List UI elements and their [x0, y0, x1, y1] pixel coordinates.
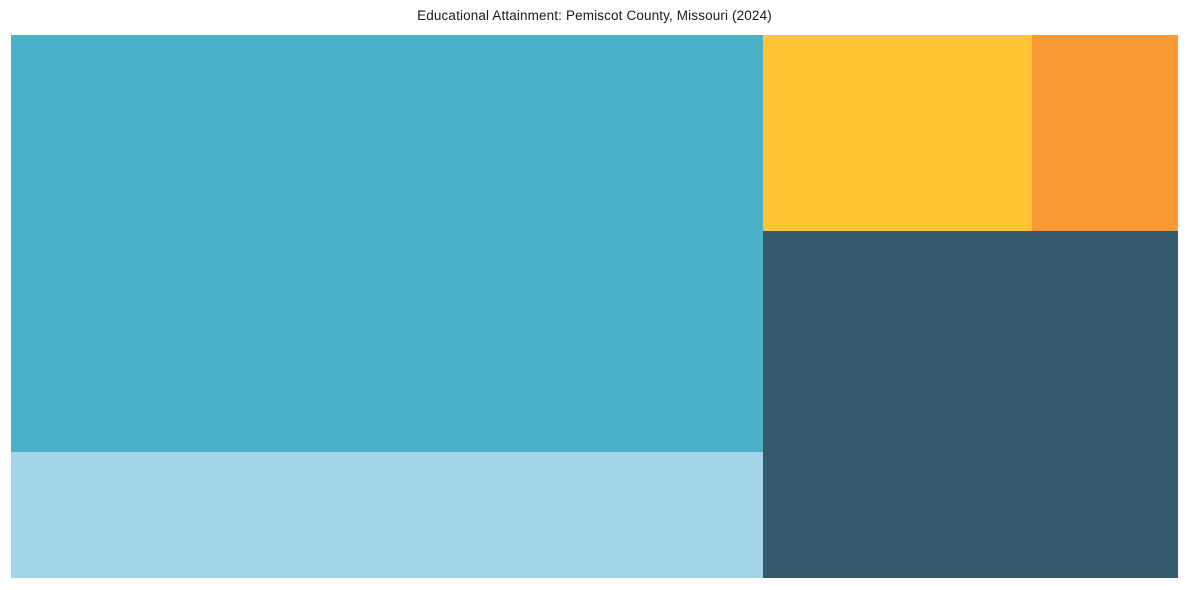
treemap-tile-less-than-high-school[interactable]: Less than high school	[11, 452, 763, 578]
chart-title: Educational Attainment: Pemiscot County,…	[417, 8, 772, 23]
treemap-plot-area: High school graduateSome college, no deg…	[11, 35, 1178, 578]
treemap-tile-bachelors-degree[interactable]: Bachelor's degree	[763, 35, 1032, 231]
treemap-tile-high-school-graduate[interactable]: High school graduate	[11, 35, 763, 452]
treemap-tile-some-college-no-degree[interactable]: Some college, no degree	[763, 231, 1178, 578]
treemap-tile-associate-degree[interactable]: Associate degree	[1032, 35, 1178, 231]
